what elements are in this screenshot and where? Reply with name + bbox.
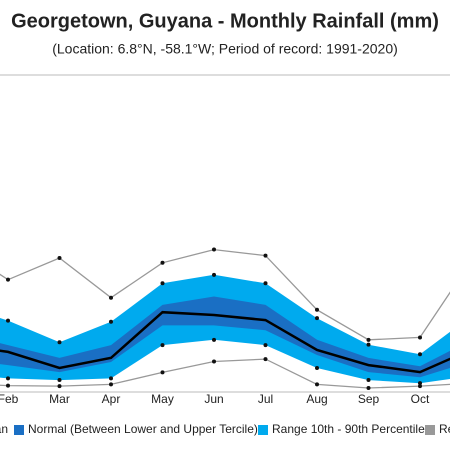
data-point	[57, 384, 62, 389]
data-point	[263, 253, 268, 258]
data-point	[6, 376, 10, 381]
data-point	[160, 370, 165, 375]
legend-swatch	[14, 425, 24, 435]
x-tick-label: Sep	[358, 392, 380, 406]
data-point	[109, 295, 113, 300]
data-point	[160, 260, 165, 265]
data-point	[57, 255, 62, 260]
data-point	[315, 382, 319, 387]
data-point	[366, 342, 371, 347]
x-tick-label: Aug	[306, 392, 327, 406]
legend-label: Range 10th - 90th Percentile	[272, 422, 425, 436]
x-tick-label: Jul	[258, 392, 273, 406]
data-point	[212, 247, 216, 252]
data-point	[263, 343, 268, 348]
data-point	[212, 272, 216, 277]
data-point	[315, 366, 319, 371]
x-tick-label: Feb	[0, 392, 19, 406]
data-point	[109, 382, 113, 387]
mean-line	[0, 310, 450, 374]
data-point	[315, 316, 319, 321]
x-tick-label: Mar	[49, 392, 70, 406]
data-point	[212, 359, 216, 364]
data-point	[109, 376, 113, 381]
plot-frame	[0, 74, 450, 393]
legend-label: Mean	[0, 422, 8, 436]
data-point	[6, 277, 10, 282]
chart-title: Georgetown, Guyana - Monthly Rainfall (m…	[11, 10, 439, 32]
data-point	[418, 335, 422, 340]
data-point	[57, 340, 62, 345]
data-point	[418, 384, 422, 389]
data-point	[263, 281, 268, 286]
legend-label: Normal (Between Lower and Upper Tercile)	[28, 422, 258, 436]
data-point	[160, 281, 165, 286]
data-point	[366, 337, 371, 342]
data-point	[418, 381, 422, 386]
x-tick-label: Apr	[102, 392, 121, 406]
data-point	[366, 378, 371, 383]
data-point	[160, 343, 165, 348]
x-tick-label: May	[151, 392, 174, 406]
data-point	[57, 378, 62, 383]
legend-swatch	[425, 425, 435, 435]
data-point	[6, 383, 10, 388]
x-tick-label: Jun	[204, 392, 223, 406]
data-point	[366, 386, 371, 390]
chart-subtitle: (Location: 6.8°N, -58.1°W; Period of rec…	[52, 41, 398, 57]
legend-swatch	[258, 425, 268, 435]
data-point	[109, 319, 113, 324]
data-point	[315, 307, 319, 312]
data-point	[418, 352, 422, 357]
legend-label: Record	[439, 422, 450, 436]
data-point	[263, 357, 268, 362]
x-tick-label: Oct	[411, 392, 430, 406]
data-point	[6, 318, 10, 323]
data-point	[212, 337, 216, 342]
